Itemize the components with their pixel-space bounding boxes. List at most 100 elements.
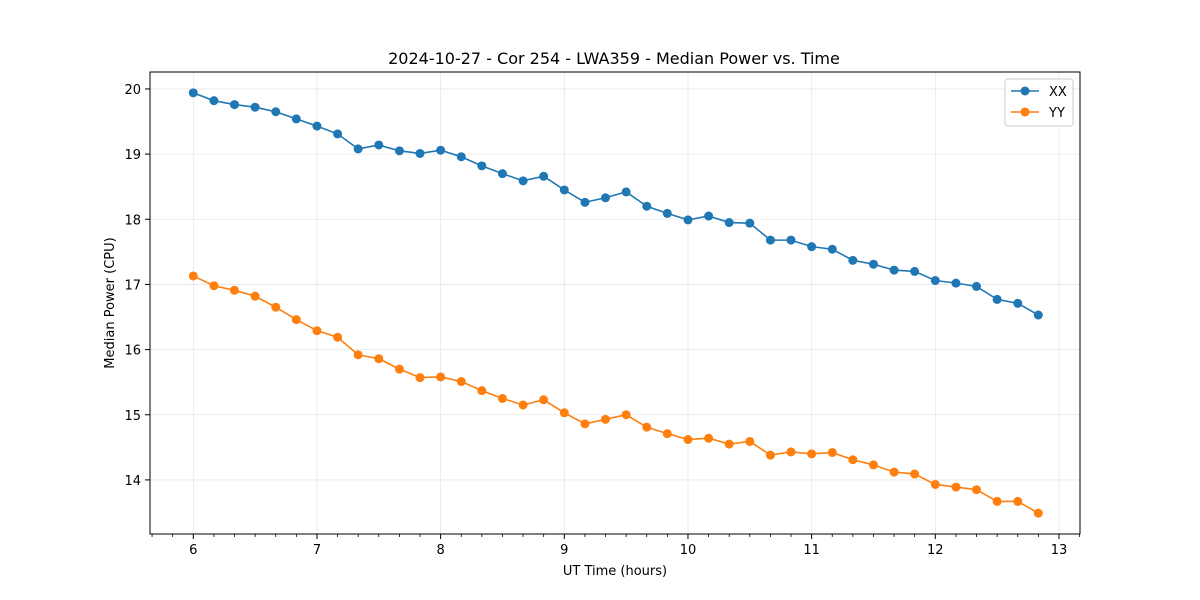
- data-point-xx: [271, 107, 281, 117]
- data-point-xx: [291, 114, 301, 124]
- x-tick-label: 7: [313, 543, 321, 558]
- data-point-xx: [250, 102, 260, 112]
- x-tick-label: 9: [560, 543, 568, 558]
- data-point-yy: [662, 429, 672, 439]
- y-tick-label: 19: [124, 148, 141, 163]
- data-point-xx: [353, 144, 363, 154]
- data-point-xx: [621, 187, 631, 197]
- data-point-yy: [765, 450, 775, 460]
- data-point-xx: [807, 242, 817, 252]
- data-point-xx: [497, 169, 507, 179]
- data-point-xx: [786, 235, 796, 245]
- data-point-yy: [312, 326, 322, 336]
- data-point-yy: [353, 350, 363, 360]
- data-point-xx: [848, 255, 858, 265]
- data-point-yy: [229, 285, 239, 295]
- data-point-xx: [992, 294, 1002, 304]
- data-point-xx: [930, 276, 940, 286]
- data-point-xx: [600, 193, 610, 203]
- chart-title: 2024-10-27 - Cor 254 - LWA359 - Median P…: [388, 49, 840, 68]
- data-point-yy: [868, 460, 878, 470]
- legend: XX YY: [1004, 78, 1074, 127]
- data-point-xx: [374, 140, 384, 150]
- data-point-xx: [209, 96, 219, 106]
- data-point-yy: [539, 395, 549, 405]
- legend-label-yy: YY: [1048, 106, 1065, 121]
- data-point-xx: [539, 171, 549, 181]
- data-point-xx: [518, 176, 528, 186]
- data-point-xx: [312, 121, 322, 131]
- y-tick-label: 14: [124, 474, 141, 489]
- data-point-xx: [683, 215, 693, 225]
- data-point-yy: [951, 482, 961, 492]
- data-point-xx: [559, 185, 569, 195]
- data-point-yy: [848, 455, 858, 465]
- data-point-xx: [827, 244, 837, 254]
- y-tick-label: 18: [124, 213, 141, 228]
- data-point-xx: [229, 100, 239, 110]
- data-point-xx: [910, 266, 920, 276]
- data-point-yy: [456, 377, 466, 387]
- data-point-yy: [704, 433, 714, 443]
- data-point-yy: [827, 448, 837, 458]
- data-point-xx: [765, 235, 775, 245]
- axes: 6 7 8 9 10 11 12 13 14 15 16 17 18 19 20: [124, 83, 1080, 558]
- data-point-xx: [580, 197, 590, 207]
- data-point-yy: [745, 436, 755, 446]
- x-axis-label: UT Time (hours): [563, 564, 667, 579]
- data-point-xx: [333, 129, 343, 139]
- data-point-xx: [724, 218, 734, 228]
- data-point-yy: [807, 449, 817, 459]
- data-point-yy: [889, 467, 899, 477]
- data-point-yy: [394, 364, 404, 374]
- y-tick-label: 20: [124, 83, 141, 98]
- legend-marker-yy: [1020, 107, 1030, 117]
- data-point-xx: [662, 208, 672, 218]
- data-point-yy: [930, 479, 940, 489]
- data-point-yy: [971, 485, 981, 495]
- data-point-yy: [477, 386, 487, 396]
- legend-marker-xx: [1020, 86, 1030, 96]
- plot-frame: [149, 71, 1081, 535]
- data-point-yy: [580, 419, 590, 429]
- y-tick-label: 17: [124, 278, 141, 293]
- data-point-xx: [704, 211, 714, 221]
- data-point-xx: [889, 265, 899, 275]
- data-point-yy: [1033, 508, 1043, 518]
- x-tick-label: 8: [436, 543, 444, 558]
- data-point-xx: [868, 259, 878, 269]
- data-point-xx: [745, 218, 755, 228]
- data-point-xx: [1033, 310, 1043, 320]
- data-point-yy: [209, 281, 219, 291]
- y-tick-label: 15: [124, 409, 141, 424]
- data-point-xx: [642, 201, 652, 211]
- data-point-yy: [559, 408, 569, 418]
- data-point-xx: [1013, 298, 1023, 308]
- data-point-xx: [951, 278, 961, 288]
- data-point-xx: [394, 146, 404, 156]
- data-point-yy: [992, 496, 1002, 506]
- series-layer: [188, 88, 1043, 518]
- data-point-yy: [1013, 496, 1023, 506]
- data-point-yy: [786, 447, 796, 457]
- data-point-xx: [188, 88, 198, 98]
- y-axis-label: Median Power (CPU): [103, 237, 118, 368]
- data-point-yy: [642, 422, 652, 432]
- data-point-yy: [497, 393, 507, 403]
- data-point-yy: [724, 439, 734, 449]
- x-tick-label: 11: [803, 543, 820, 558]
- x-tick-label: 6: [189, 543, 197, 558]
- data-point-yy: [436, 372, 446, 382]
- legend-label-xx: XX: [1049, 85, 1067, 100]
- data-point-yy: [188, 271, 198, 281]
- data-point-yy: [621, 410, 631, 420]
- data-point-yy: [415, 373, 425, 383]
- data-point-yy: [910, 469, 920, 479]
- data-point-yy: [374, 354, 384, 364]
- data-point-yy: [250, 291, 260, 301]
- data-point-yy: [291, 315, 301, 325]
- data-point-yy: [271, 302, 281, 312]
- data-point-yy: [600, 414, 610, 424]
- x-tick-label: 13: [1051, 543, 1068, 558]
